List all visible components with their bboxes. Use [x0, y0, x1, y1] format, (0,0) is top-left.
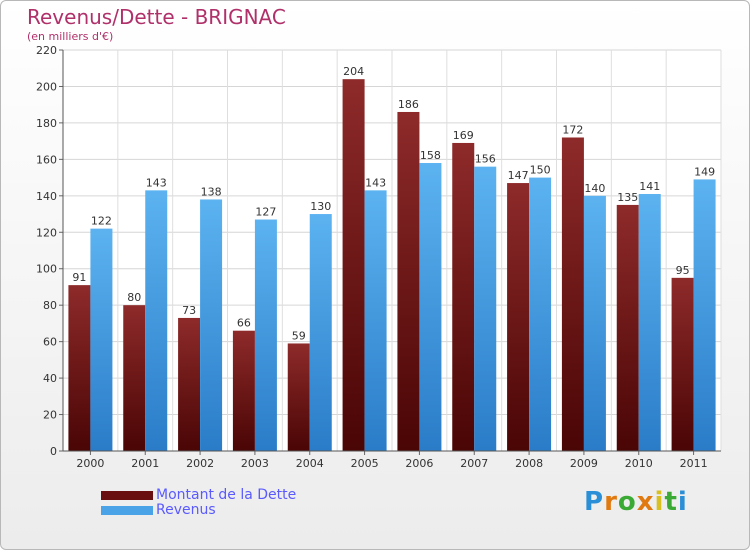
x-tick-label: 2000: [76, 457, 104, 470]
bar-revenus: [474, 166, 497, 451]
proxiti-logo: Proxiti: [584, 487, 688, 517]
bar-debt: [561, 137, 584, 451]
legend-swatch-debt: [101, 491, 153, 500]
data-label: 140: [584, 182, 605, 195]
data-label: 73: [182, 304, 196, 317]
data-label: 156: [475, 153, 496, 166]
y-tick-label: 80: [43, 299, 57, 312]
data-label: 158: [420, 149, 441, 162]
data-label: 66: [237, 317, 251, 330]
data-label: 80: [127, 291, 141, 304]
bar-revenus: [638, 193, 661, 451]
x-tick-label: 2003: [241, 457, 269, 470]
y-tick-label: 180: [36, 117, 57, 130]
logo-letter: i: [654, 487, 665, 517]
data-label: 186: [398, 98, 419, 111]
data-label: 143: [365, 176, 386, 189]
bar-debt: [68, 285, 91, 451]
x-tick-label: 2007: [460, 457, 488, 470]
bar-revenus: [309, 214, 332, 451]
data-label: 95: [676, 264, 690, 277]
y-tick-label: 120: [36, 226, 57, 239]
x-tick-label: 2010: [625, 457, 653, 470]
data-label: 135: [617, 191, 638, 204]
y-tick-label: 200: [36, 80, 57, 93]
data-label: 149: [694, 165, 715, 178]
bar-debt: [123, 305, 146, 451]
bar-revenus: [693, 179, 716, 451]
data-label: 130: [310, 200, 331, 213]
x-tick-label: 2006: [405, 457, 433, 470]
bar-revenus: [254, 219, 277, 451]
data-label: 169: [453, 129, 474, 142]
logo-letter: o: [617, 487, 637, 517]
y-tick-label: 160: [36, 153, 57, 166]
data-labels: 91 122 80 143 73 138 66 127 59 130 204 143 186 158 169…: [72, 65, 715, 342]
bar-debt: [452, 142, 475, 451]
x-tick-label: 2011: [680, 457, 708, 470]
data-label: 122: [91, 215, 112, 228]
bar-revenus: [90, 228, 113, 451]
chart-subtitle: (en milliers d'€): [27, 30, 114, 43]
x-tick-label: 2004: [296, 457, 324, 470]
y-tick-label: 0: [50, 445, 57, 458]
bar-debt: [397, 111, 420, 452]
y-tick-label: 60: [43, 336, 57, 349]
data-label: 143: [146, 176, 167, 189]
y-tick-label: 100: [36, 263, 57, 276]
x-tick-label: 2008: [515, 457, 543, 470]
legend-swatch-revenus: [101, 506, 153, 515]
logo-letter: t: [664, 487, 678, 517]
logo-letter: x: [636, 487, 655, 517]
bar-revenus: [529, 177, 552, 451]
bar-debt: [178, 317, 201, 451]
bar-debt: [232, 330, 255, 451]
data-label: 172: [562, 123, 583, 136]
axes: 0 20 40 60 80 100 120 140 160 180 200 220 2000 2001 20…: [36, 44, 721, 470]
bar-revenus: [419, 163, 442, 451]
y-tick-label: 140: [36, 190, 57, 203]
bar-debt: [342, 79, 365, 451]
x-tick-label: 2005: [351, 457, 379, 470]
logo-letter: i: [677, 487, 688, 517]
bar-revenus: [145, 190, 168, 451]
legend-label-revenus: Revenus: [156, 502, 216, 518]
logo-letter: P: [584, 487, 605, 517]
bar-revenus: [200, 199, 223, 451]
grid: [62, 49, 722, 452]
logo-letter: r: [604, 487, 618, 517]
x-tick-label: 2002: [186, 457, 214, 470]
bar-debt: [616, 204, 639, 451]
data-label: 127: [255, 206, 276, 219]
chart-title: Revenus/Dette - BRIGNAC: [27, 5, 286, 29]
data-label: 138: [201, 185, 222, 198]
x-tick-label: 2001: [131, 457, 159, 470]
data-label: 147: [508, 169, 529, 182]
y-tick-label: 40: [43, 372, 57, 385]
y-tick-label: 220: [36, 44, 57, 57]
legend-label-debt: Montant de la Dette: [156, 487, 297, 503]
y-tick-label: 20: [43, 409, 57, 422]
bar-debt: [507, 183, 530, 452]
bar-revenus: [364, 190, 387, 451]
bars: [68, 79, 716, 452]
bar-debt: [287, 343, 310, 451]
data-label: 150: [530, 164, 551, 177]
x-tick-label: 2009: [570, 457, 598, 470]
data-label: 141: [639, 180, 660, 193]
data-label: 204: [343, 65, 364, 78]
bar-debt: [671, 277, 694, 451]
data-label: 59: [292, 329, 306, 342]
bar-revenus: [583, 195, 606, 451]
data-label: 91: [72, 271, 86, 284]
